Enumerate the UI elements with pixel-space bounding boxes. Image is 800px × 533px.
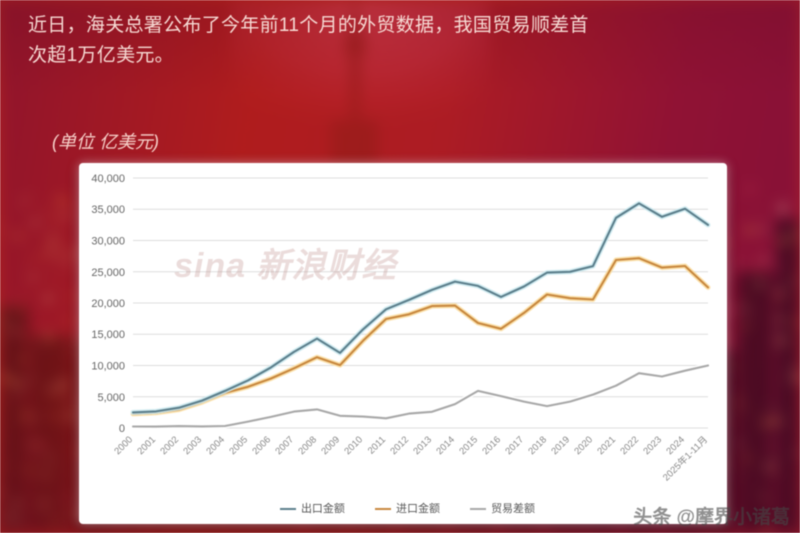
svg-text:15,000: 15,000: [91, 329, 125, 341]
svg-text:2017: 2017: [503, 434, 526, 457]
svg-text:2005: 2005: [227, 434, 250, 457]
svg-text:2021: 2021: [595, 434, 618, 457]
svg-text:2015: 2015: [457, 434, 480, 457]
svg-text:40,000: 40,000: [91, 173, 125, 185]
svg-text:35,000: 35,000: [91, 204, 125, 216]
svg-text:2006: 2006: [250, 434, 273, 457]
svg-text:2001: 2001: [135, 434, 158, 457]
svg-text:2012: 2012: [388, 434, 411, 457]
svg-text:2010: 2010: [342, 434, 365, 457]
svg-text:2007: 2007: [273, 434, 296, 457]
svg-text:2013: 2013: [411, 434, 434, 457]
svg-text:2019: 2019: [549, 434, 572, 457]
svg-text:5,000: 5,000: [97, 392, 125, 404]
svg-text:20,000: 20,000: [91, 298, 125, 310]
svg-text:2022: 2022: [618, 434, 641, 457]
svg-text:2018: 2018: [526, 434, 549, 457]
svg-text:10,000: 10,000: [91, 361, 125, 373]
svg-text:2000: 2000: [112, 434, 135, 457]
svg-text:2004: 2004: [204, 434, 227, 457]
svg-text:2011: 2011: [366, 434, 388, 456]
svg-text:2008: 2008: [296, 434, 319, 457]
svg-text:2023: 2023: [641, 434, 664, 457]
svg-text:25,000: 25,000: [91, 267, 125, 279]
svg-text:2016: 2016: [480, 434, 503, 457]
svg-text:2003: 2003: [181, 434, 204, 457]
svg-text:2020: 2020: [572, 434, 595, 457]
svg-text:0: 0: [119, 423, 125, 435]
svg-text:2002: 2002: [158, 434, 181, 457]
svg-text:2009: 2009: [319, 434, 342, 457]
svg-text:2014: 2014: [434, 434, 457, 457]
svg-text:30,000: 30,000: [91, 236, 125, 248]
